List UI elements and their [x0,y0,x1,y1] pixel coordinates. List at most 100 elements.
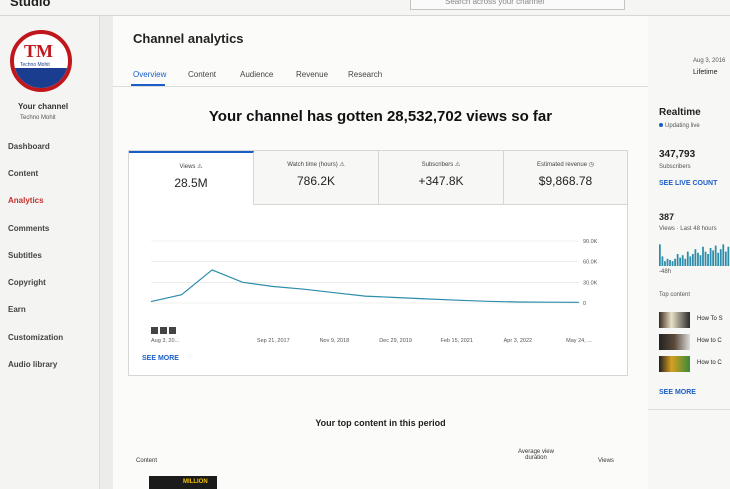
video-thumbnail [659,334,690,350]
right-divider [648,409,730,410]
y-tick-label: 90.0K [583,239,598,245]
overview-card: Views ⚠ 28.5M Watch time (hours) ⚠ 786.2… [128,150,628,376]
views-headline: Your channel has gotten 28,532,702 views… [208,108,553,125]
mini-bar [674,258,676,266]
video-thumbnail[interactable]: MILLION [149,476,217,489]
realtime-subscribers: 347,793 [659,149,696,160]
metric-value: 786.2K [296,174,336,188]
mini-bar [712,250,715,266]
see-more-realtime-button[interactable]: SEE MORE [659,389,696,396]
metric-value: $9,868.78 [538,174,593,188]
mini-bar [666,258,669,266]
metric-revenue[interactable]: Estimated revenue ◷ $9,868.78 [504,151,627,205]
tab-research[interactable]: Research [348,70,383,79]
avg-view-duration-line2: duration [525,455,547,461]
views-48h-label: Views · Last 48 hours [659,226,717,232]
subscribers-label: Subscribers [659,164,691,170]
realtime-bar-chart[interactable] [659,242,730,266]
tab-overview[interactable]: Overview [133,70,167,79]
views-column-header[interactable]: Views [598,458,614,464]
metric-subscribers[interactable]: Subscribers ⚠ +347.8K [379,151,504,205]
sidebar-item-earn[interactable]: Earn [8,305,26,314]
video-thumbnail [659,356,690,372]
mini-bar [664,261,666,266]
y-tick-label: 30.0K [583,280,598,286]
sidebar-item-dashboard[interactable]: Dashboard [8,142,50,151]
top-content-item[interactable]: How to C [659,334,730,350]
avg-view-duration-line1: Average view [518,449,554,455]
avatar-arc [14,68,68,88]
mini-bar [702,246,704,266]
top-content-title: How to C [697,338,722,344]
tab-content[interactable]: Content [188,70,217,79]
views-chart[interactable]: 90.0K 60.0K 30.0K 0 Aug 3, 20... Sep 21, 201… [129,207,627,347]
updating-live: Updating live [659,123,700,129]
realtime-views: 387 [659,212,675,222]
metric-views[interactable]: Views ⚠ 28.5M [129,151,254,205]
tabs-divider [113,86,648,87]
see-more-button[interactable]: SEE MORE [142,355,179,362]
y-tick-label: 60.0K [583,260,598,266]
sidebar-item-analytics[interactable]: Analytics [8,196,44,205]
chart-nav-icons[interactable] [151,327,176,334]
x-tick-label: May 24, ... [566,338,592,344]
warning-icon: ⚠ [454,162,461,168]
tab-audience[interactable]: Audience [240,70,274,79]
x-tick-label: Feb 15, 2021 [441,338,473,344]
x-tick-label: Sep 21, 2017 [257,338,290,344]
page-title: Channel analytics [133,31,244,46]
warning-icon: ⚠ [339,162,345,168]
mini-bar [697,252,699,266]
video-thumbnail [659,312,690,328]
metric-label: Estimated revenue [537,162,588,168]
studio-logo[interactable]: Studio [10,0,51,9]
mini-bar [669,260,671,266]
date-range[interactable]: Aug 3, 2016 [693,58,726,64]
mini-bar [719,249,722,266]
metric-label: Watch time (hours) [287,162,338,168]
sidebar-item-audio-library[interactable]: Audio library [8,360,58,369]
sidebar-item-customization[interactable]: Customization [8,333,64,342]
sidebar-item-subtitles[interactable]: Subtitles [8,251,42,260]
views-series-line [150,269,580,303]
mini-bar [699,255,702,266]
see-live-count-button[interactable]: SEE LIVE COUNT [659,180,718,187]
x-tick-label: Aug 3, 20... [151,338,180,344]
content-column-header[interactable]: Content [136,458,158,464]
warning-icon: ⚠ [197,164,203,170]
sidebar-item-content[interactable]: Content [8,169,39,178]
search-input[interactable]: Search across your channel [410,0,625,10]
metric-label: Views [179,164,196,170]
mini-bar [689,256,692,266]
top-content-title: How to C [697,360,722,366]
avg-view-duration-header[interactable]: Average view duration [511,449,561,461]
updating-label: Updating live [665,123,700,129]
channel-avatar[interactable]: TM Techno Mohit [10,30,72,92]
top-bar: Studio Search across your channel [0,0,730,16]
top-content-label: Top content [659,292,691,298]
mini-bar [724,251,727,266]
top-content-item[interactable]: How to C [659,356,730,372]
date-range-value[interactable]: Lifetime [693,69,718,76]
avatar-letters: TM [24,41,53,61]
top-content-item[interactable]: How To S [659,312,730,328]
active-tab-indicator [131,84,165,86]
sidebar-item-comments[interactable]: Comments [8,224,50,233]
avatar-subtitle: Techno Mohit [19,62,51,68]
mini-bar [679,257,682,266]
y-tick-label: 0 [583,301,586,307]
metric-value: 28.5M [174,176,208,190]
your-channel-label: Your channel [18,102,69,111]
sidebar-item-copyright[interactable]: Copyright [8,278,46,287]
mini-bar [661,256,664,266]
right-panel: Aug 3, 2016 Lifetime Realtime Updating l… [648,16,730,489]
mini-bar [714,245,717,266]
tab-revenue[interactable]: Revenue [296,70,329,79]
metric-watch-time[interactable]: Watch time (hours) ⚠ 786.2K [254,151,379,205]
main-panel: Channel analytics Overview Content Audie… [113,16,648,489]
x-tick-label: Nov 9, 2018 [320,338,350,344]
channel-name: Techno Mohit [20,115,56,121]
sidebar: TM Techno Mohit Your channel Techno Mohi… [0,16,100,489]
hours-label: -48h [659,269,672,275]
mini-bar [722,244,725,266]
